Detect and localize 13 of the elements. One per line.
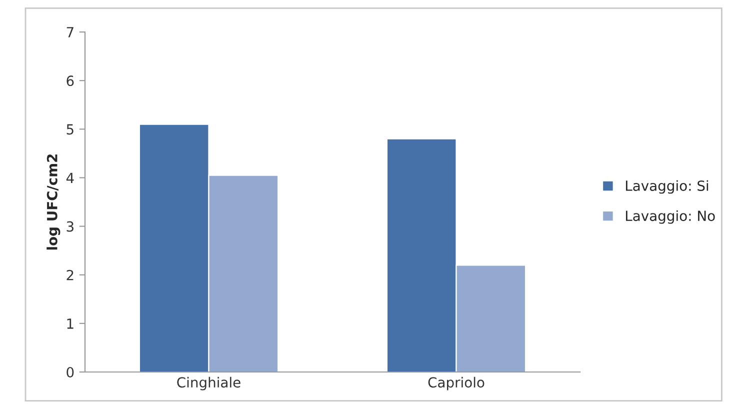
y-tick-label: 4 <box>66 172 74 183</box>
y-tick-label: 0 <box>66 366 74 378</box>
y-tick-label: 2 <box>66 270 74 280</box>
y-tick-label: 5 <box>66 124 74 135</box>
y-tick-label: 3 <box>66 221 74 232</box>
y-tick-label: 6 <box>66 76 74 86</box>
y-tick-label: 1 <box>67 318 74 329</box>
y-tick-label: 7 <box>66 27 74 38</box>
y-axis-title: log UFC/cm2 <box>46 154 60 250</box>
legend-label: Lavaggio: No <box>626 210 715 224</box>
x-tick-label: Cinghiale <box>177 376 240 390</box>
x-tick-label: Capriolo <box>428 376 484 390</box>
legend-label: Lavaggio: Si <box>626 180 708 194</box>
